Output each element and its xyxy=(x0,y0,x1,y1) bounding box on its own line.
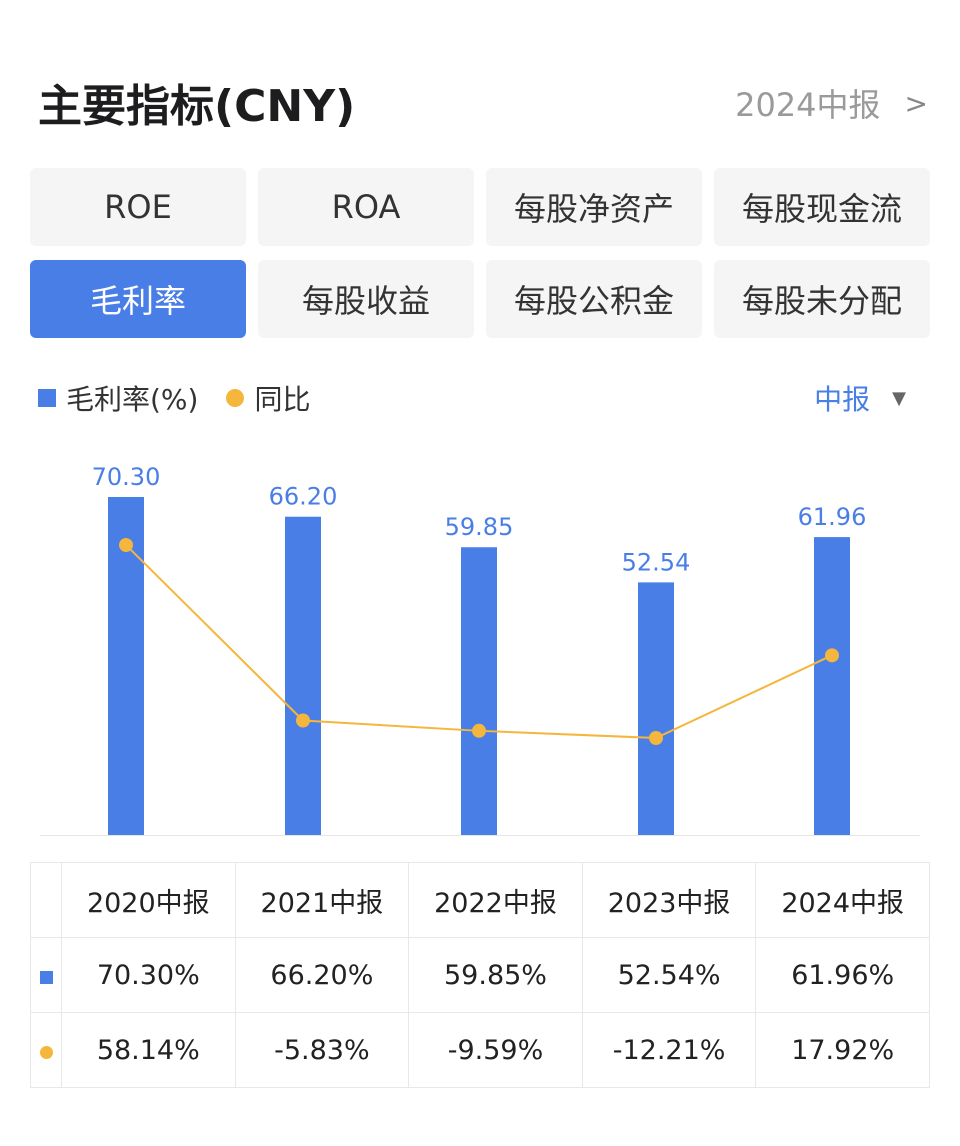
tab-net-asset-per-share[interactable]: 每股净资产 xyxy=(486,168,702,246)
table-row-marker xyxy=(30,937,62,1013)
report-period-link[interactable]: 2024中报 > xyxy=(735,80,928,126)
bar-series-marker-icon xyxy=(39,970,53,984)
yoy-point xyxy=(649,731,663,745)
tab-eps[interactable]: 每股收益 xyxy=(258,260,474,338)
table-cell: 61.96% xyxy=(755,937,930,1013)
line-legend-label: 同比 xyxy=(254,383,311,416)
table-header-row: 2020中报 2021中报 2022中报 2023中报 2024中报 xyxy=(30,862,930,938)
table-cell: 59.85% xyxy=(408,937,583,1013)
table-cell: 52.54% xyxy=(581,937,757,1013)
bar-value-label: 52.54 xyxy=(622,548,691,576)
header: 主要指标(CNY) 2024中报 > xyxy=(38,70,928,132)
caret-down-icon: ▼ xyxy=(892,387,906,409)
table-cell: 58.14% xyxy=(61,1012,236,1088)
chart-legend-row: 毛利率(%) 同比 中报 ▼ xyxy=(38,378,928,422)
line-legend-swatch xyxy=(226,389,245,407)
period-type-select[interactable]: 中报 ▼ xyxy=(814,378,906,418)
table-corner-cell xyxy=(30,862,62,938)
table-header-cell: 2024中报 xyxy=(755,862,930,938)
bar-value-label: 66.20 xyxy=(269,483,338,511)
table-header-cell: 2021中报 xyxy=(234,862,410,938)
bar-legend-swatch xyxy=(38,389,56,407)
table-header-cell: 2022中报 xyxy=(408,862,583,938)
table-cell: -9.59% xyxy=(408,1012,583,1088)
bar xyxy=(461,547,497,835)
chart-legend: 毛利率(%) 同比 xyxy=(38,378,928,418)
yoy-point xyxy=(472,723,486,738)
bar xyxy=(285,516,321,835)
period-type-label: 中报 xyxy=(814,383,871,416)
bar-value-label: 70.30 xyxy=(92,463,161,491)
yoy-point xyxy=(825,648,839,663)
table-row-marker xyxy=(30,1012,62,1088)
bar-legend-label: 毛利率(%) xyxy=(66,383,199,416)
page-title: 主要指标(CNY) xyxy=(38,81,356,132)
table-header-cell: 2023中报 xyxy=(581,862,757,938)
table-cell: -12.21% xyxy=(581,1012,757,1088)
bar xyxy=(638,582,674,835)
report-period-label: 2024中报 xyxy=(735,86,881,124)
tab-gross-margin[interactable]: 毛利率 xyxy=(30,260,246,338)
table-row: 58.14% -5.83% -9.59% -12.21% 17.92% xyxy=(30,1012,930,1088)
gross-margin-chart: 70.30 66.20 59.85 52.54 61.96 xyxy=(40,463,920,836)
tab-cash-flow-per-share[interactable]: 每股现金流 xyxy=(714,168,930,246)
table-cell: 17.92% xyxy=(755,1012,930,1088)
tab-undistributed-per-share[interactable]: 每股未分配 xyxy=(714,260,930,338)
table-row: 70.30% 66.20% 59.85% 52.54% 61.96% xyxy=(30,937,930,1013)
bar-value-label: 59.85 xyxy=(445,513,514,541)
yoy-point xyxy=(119,538,133,552)
bar-value-label: 61.96 xyxy=(798,503,867,531)
table-cell: -5.83% xyxy=(234,1012,410,1088)
tab-roe[interactable]: ROE xyxy=(30,168,246,246)
table-cell: 66.20% xyxy=(234,937,410,1013)
bar xyxy=(814,537,850,835)
table-cell: 70.30% xyxy=(61,937,236,1013)
yoy-point xyxy=(296,713,310,728)
metric-tabs: ROE ROA 每股净资产 每股现金流 毛利率 每股收益 每股公积金 每股未分配 xyxy=(30,168,930,338)
tab-roa[interactable]: ROA xyxy=(258,168,474,246)
bar xyxy=(108,497,144,835)
line-series-marker-icon xyxy=(39,1045,53,1059)
data-table: 2020中报 2021中报 2022中报 2023中报 2024中报 70.30… xyxy=(30,862,930,1088)
tab-reserve-per-share[interactable]: 每股公积金 xyxy=(486,260,702,338)
table-header-cell: 2020中报 xyxy=(61,862,236,938)
chevron-right-icon: > xyxy=(904,86,928,120)
